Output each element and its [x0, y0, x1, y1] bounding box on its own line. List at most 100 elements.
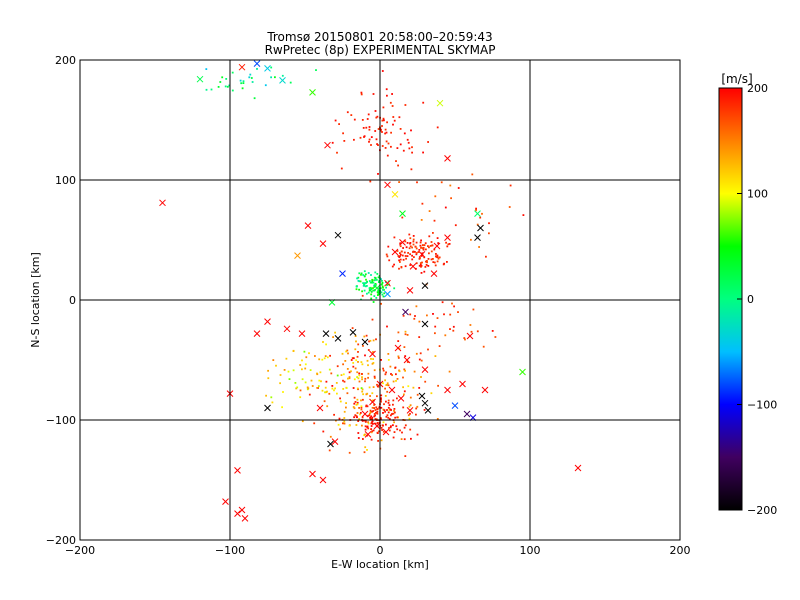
scatter-dot	[326, 405, 329, 408]
scatter-cross	[382, 428, 390, 436]
scatter-dot	[386, 325, 388, 328]
scatter-cross	[388, 386, 396, 394]
scatter-cross	[418, 392, 426, 400]
scatter-dot	[438, 256, 441, 259]
scatter-cross	[394, 344, 402, 352]
scatter-cross	[399, 239, 406, 246]
scatter-dot	[382, 412, 384, 414]
scatter-dot	[435, 253, 437, 255]
scatter-dot	[380, 397, 382, 400]
scatter-dot	[403, 132, 406, 135]
scatter-dot	[422, 151, 424, 154]
scatter-dot	[454, 224, 457, 227]
scatter-dot	[378, 430, 380, 433]
scatter-dot	[322, 341, 324, 343]
scatter-dot	[367, 272, 370, 274]
scatter-dot	[430, 250, 433, 253]
scatter-dot	[359, 136, 362, 139]
scatter-dot	[325, 391, 328, 394]
scatter-dot	[361, 416, 364, 419]
scatter-dot	[384, 395, 387, 397]
x-axis-label: E-W location [km]	[331, 558, 429, 571]
scatter-dot	[317, 385, 320, 387]
scatter-dot	[450, 197, 452, 200]
scatter-dot	[363, 289, 366, 292]
scatter-dot	[377, 440, 379, 442]
scatter-dot	[363, 270, 366, 273]
scatter-dot	[357, 361, 359, 363]
scatter-cross	[331, 438, 339, 445]
scatter-dot	[373, 407, 376, 409]
scatter-dot	[357, 437, 360, 439]
scatter-dot	[348, 451, 351, 454]
scatter-dot	[432, 258, 434, 260]
scatter-dot	[388, 418, 391, 420]
scatter-dot	[393, 431, 396, 433]
scatter-dot	[356, 355, 359, 358]
scatter-dot	[315, 69, 317, 71]
scatter-dot	[385, 400, 387, 403]
scatter-dot	[471, 173, 474, 176]
scatter-dot	[375, 406, 378, 409]
scatter-cross	[309, 89, 316, 96]
scatter-dot	[359, 412, 362, 414]
scatter-dot	[361, 290, 363, 293]
scatter-dot	[368, 128, 371, 131]
scatter-dot	[340, 167, 343, 170]
scatter-dot	[376, 115, 379, 118]
scatter-dot	[409, 237, 412, 240]
scatter-dot	[354, 335, 357, 337]
scatter-dot	[371, 278, 374, 281]
scatter-dot	[369, 411, 372, 414]
scatter-dot	[240, 82, 243, 85]
scatter-dot	[292, 350, 295, 352]
scatter-dot	[427, 245, 429, 247]
scatter-dot	[387, 245, 390, 248]
scatter-dot	[396, 428, 399, 431]
scatter-dot	[380, 400, 382, 403]
scatter-dot	[413, 370, 416, 373]
scatter-dot	[384, 147, 387, 149]
scatter-dot	[348, 376, 351, 378]
scatter-dot	[356, 387, 359, 390]
scatter-dot	[453, 305, 455, 308]
scatter-dot	[425, 264, 428, 266]
scatter-dot	[384, 132, 386, 135]
scatter-dot	[386, 284, 388, 286]
scatter-dot	[343, 380, 346, 383]
scatter-dot	[364, 273, 367, 276]
scatter-dot	[423, 244, 426, 246]
scatter-dot	[360, 406, 363, 409]
scatter-cross	[234, 510, 241, 517]
chart-title: Tromsø 20150801 20:58:00–20:59:43	[266, 30, 492, 44]
scatter-dot	[437, 257, 440, 260]
scatter-dot	[362, 393, 364, 396]
colorbar-tick-label: 200	[747, 82, 768, 95]
scatter-dot	[367, 364, 369, 367]
scatter-dot	[356, 398, 359, 401]
scatter-dot	[299, 389, 302, 392]
scatter-dot	[221, 76, 224, 79]
scatter-dot	[377, 128, 380, 130]
scatter-dot	[427, 348, 429, 351]
scatter-dot	[412, 243, 415, 246]
scatter-cross	[481, 386, 489, 394]
scatter-dot	[433, 261, 436, 264]
scatter-cross	[477, 224, 484, 232]
scatter-dot	[415, 262, 418, 265]
y-tick-label: 200	[55, 54, 76, 67]
scatter-dot	[402, 247, 404, 249]
scatter-cross	[234, 467, 241, 474]
scatter-cross	[459, 380, 466, 388]
scatter-dot	[404, 369, 406, 372]
scatter-dot	[427, 141, 429, 143]
scatter-dot	[369, 409, 372, 412]
scatter-cross	[436, 99, 444, 107]
scatter-dot	[382, 117, 385, 120]
scatter-dot	[415, 305, 418, 308]
scatter-dot	[311, 385, 314, 387]
scatter-dot	[368, 280, 371, 282]
scatter-dot	[398, 116, 401, 119]
scatter-dot	[370, 297, 373, 300]
scatter-dot	[366, 118, 369, 120]
